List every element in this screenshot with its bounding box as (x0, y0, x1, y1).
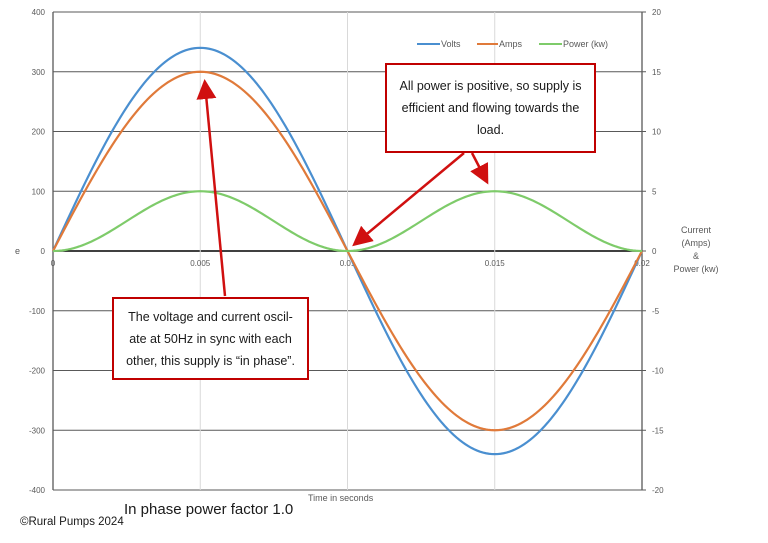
callout-in-phase: The voltage and current oscil-ate at 50H… (112, 297, 309, 380)
right-tick-label: -5 (652, 307, 660, 316)
series-power-kw-line (52, 190, 643, 253)
right-axis-title: Current (Amps) & Power (kw) (664, 224, 728, 276)
x-axis-ticks: 0 0.005 0.01 0.015 0.02 (51, 259, 651, 268)
x-tick-label: 0.005 (190, 259, 211, 268)
left-tick-label: -400 (29, 486, 46, 495)
arrow-to-peak (196, 79, 227, 297)
legend-power-label: Power (kw) (563, 39, 608, 49)
right-axis-title-line: & (692, 251, 699, 261)
right-axis-title-line: Power (kw) (673, 264, 719, 274)
legend: Volts Amps Power (kw) (417, 39, 608, 49)
left-tick-label: -300 (29, 426, 46, 435)
left-tick-label: 0 (41, 247, 46, 256)
right-axis-title-line: Current (680, 225, 711, 235)
chart-caption: In phase power factor 1.0 (124, 501, 294, 518)
legend-volts-label: Volts (441, 39, 461, 49)
callout-text: All power is positive, so supply is effi… (399, 79, 582, 137)
annotation-arrows (196, 79, 489, 297)
right-tick-label: 20 (652, 8, 661, 17)
left-axis-ticks: 400 300 200 100 0 -100 -200 -300 -400 (29, 8, 46, 495)
callout-text: The voltage and current oscil-ate at 50H… (126, 309, 295, 368)
left-tick-label: -100 (29, 307, 46, 316)
legend-amps-label: Amps (499, 39, 523, 49)
right-tick-label: 10 (652, 128, 661, 137)
left-tick-label: 200 (32, 128, 46, 137)
x-axis-title: Time in seconds (308, 493, 374, 503)
right-tick-label: -15 (652, 426, 664, 435)
right-tick-label: -20 (652, 486, 664, 495)
left-tick-label: 100 (32, 187, 46, 196)
x-tick-label: 0 (51, 259, 56, 268)
left-axis-title: e (15, 246, 21, 256)
x-tick-label: 0.02 (634, 259, 650, 268)
copyright: ©Rural Pumps 2024 (20, 516, 124, 528)
right-axis-ticks: 20 15 10 5 0 -5 -10 -15 -20 (642, 8, 664, 495)
right-axis-title-line: (Amps) (681, 238, 711, 248)
left-tick-label: -200 (29, 367, 46, 376)
x-tick-label: 0.015 (485, 259, 506, 268)
right-tick-label: 15 (652, 68, 661, 77)
arrow-to-zero-crossing (352, 152, 465, 247)
arrow-to-power-peak (470, 152, 489, 185)
series-lines (52, 46, 643, 456)
left-tick-label: 400 (32, 8, 46, 17)
right-tick-label: -10 (652, 367, 664, 376)
right-tick-label: 0 (652, 247, 657, 256)
callout-power-positive: All power is positive, so supply is effi… (385, 63, 596, 153)
x-tick-label: 0.01 (340, 259, 356, 268)
left-tick-label: 300 (32, 68, 46, 77)
right-tick-label: 5 (652, 187, 657, 196)
